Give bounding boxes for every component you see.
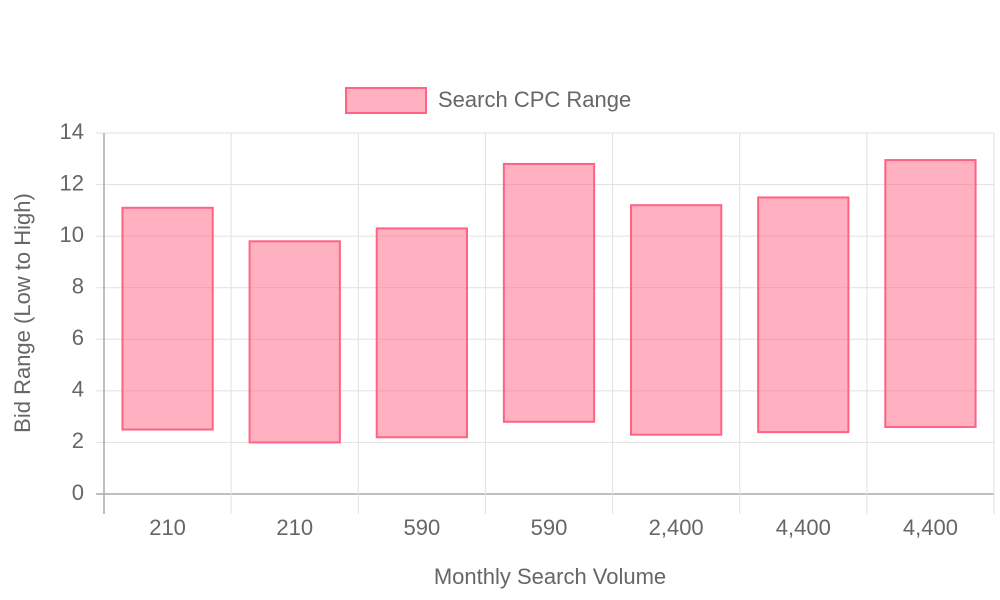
bar (757, 196, 850, 434)
x-tick-label: 4,400 (776, 515, 831, 540)
x-tick-label: 590 (403, 515, 440, 540)
x-tick-label: 2,400 (649, 515, 704, 540)
y-tick-label: 8 (72, 274, 84, 299)
bar (121, 206, 214, 431)
bar (884, 159, 977, 428)
y-tick-label: 14 (60, 119, 84, 144)
x-tick-label: 210 (149, 515, 186, 540)
bar (375, 227, 468, 439)
legend-swatch (345, 87, 427, 114)
x-tick-label: 590 (531, 515, 568, 540)
bar (248, 240, 341, 444)
y-tick-label: 12 (60, 170, 84, 195)
bar (630, 204, 723, 436)
x-tick-label: 4,400 (903, 515, 958, 540)
x-tick-label: 210 (276, 515, 313, 540)
y-tick-label: 0 (72, 480, 84, 505)
bar (502, 162, 596, 423)
y-tick-label: 2 (72, 428, 84, 453)
y-tick-label: 10 (60, 222, 84, 247)
x-axis-title: Monthly Search Volume (434, 564, 666, 589)
y-tick-label: 6 (72, 325, 84, 350)
legend-label: Search CPC Range (438, 87, 631, 112)
y-tick-label: 4 (72, 377, 84, 402)
y-axis-title: Bid Range (Low to High) (10, 193, 35, 433)
